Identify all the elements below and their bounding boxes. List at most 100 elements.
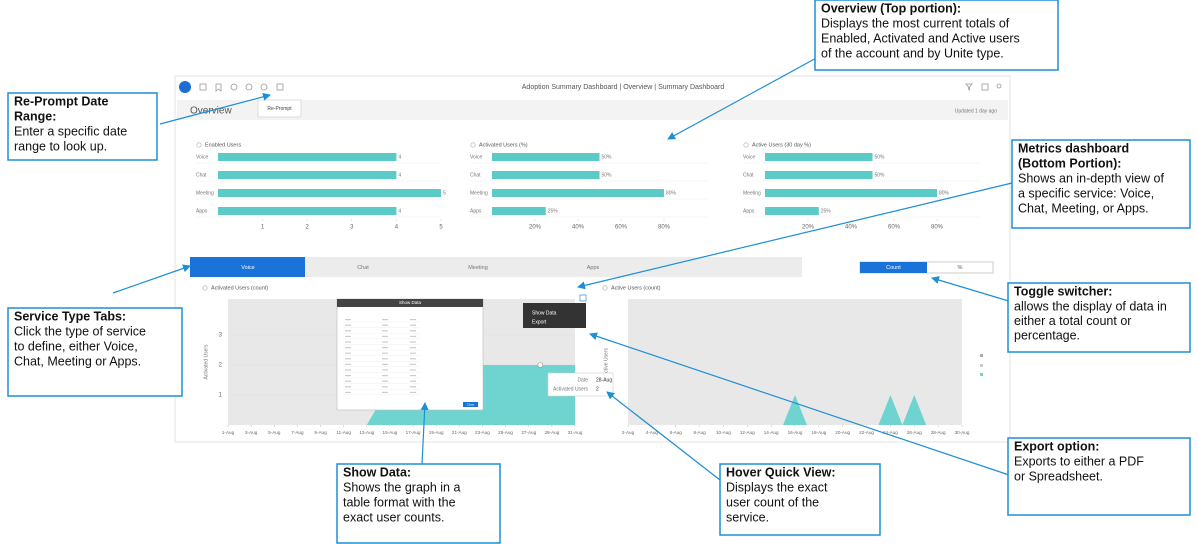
table-cell [382,324,388,326]
tab-label[interactable]: Meeting [468,265,488,271]
callout-title: Show Data: [343,465,411,479]
icon[interactable] [199,83,207,91]
callout-text: Chat, Meeting, or Apps. [1018,201,1149,215]
table-cell [345,319,351,321]
reprompt-label: Re-Prompt [267,106,292,112]
x-tick-label: 29-Aug [544,430,559,435]
callout-title: (Bottom Portion): [1018,156,1121,170]
category-label: Apps [743,208,755,214]
icon[interactable] [230,83,238,91]
toggle-label[interactable]: Count [886,265,901,271]
x-tick-label: 13-Aug [359,430,374,435]
callout-text: allows the display of data in [1014,299,1167,313]
table-cell [410,358,416,360]
callout-title: Re-Prompt Date [14,94,109,108]
table-cell [382,335,388,337]
callout-text: Chat, Meeting or Apps. [14,354,141,368]
bar [765,189,937,197]
table-cell [382,341,388,343]
table-cell [410,324,416,326]
value-label: 4 [398,208,401,214]
x-tick-label: 1-Aug [222,430,235,435]
callout-text: user count of the [726,495,819,509]
value-label: 25% [548,208,559,214]
menu-item[interactable]: Show Data [532,310,557,316]
chart-icon [602,285,608,291]
menu-item[interactable]: Export [532,319,547,325]
tab-label[interactable]: Apps [587,265,600,271]
callout-text: exact user counts. [343,510,444,524]
table-cell [345,352,351,354]
content: Adoption Summary Dashboard | Overview | … [190,84,997,435]
x-tick-label: 16-Aug [788,430,803,435]
x-tick-label: 60% [888,225,901,231]
menu-toggle[interactable] [579,294,587,302]
icon[interactable] [981,83,989,91]
icon[interactable] [965,83,973,91]
tab-bar [190,257,802,277]
table-cell [382,330,388,332]
table-cell [410,363,416,365]
table-cell [410,391,416,393]
table-cell [410,386,416,388]
icon[interactable] [245,83,253,91]
value-label: 50% [602,154,613,160]
popup [336,298,484,411]
table-cell [410,319,416,321]
x-tick-label: 25-Aug [498,430,513,435]
x-tick-label: 19-Aug [429,430,444,435]
table-cell [382,319,388,321]
y-tick-label: 3 [219,333,223,339]
table-cell [382,347,388,349]
table-cell [345,347,351,349]
popup-button-label[interactable]: Close [467,402,475,406]
table-cell [382,363,388,365]
callout-box [814,0,1059,71]
chart-title: Enabled Users [205,142,241,148]
callout-box [7,307,183,397]
active-tab[interactable] [190,257,305,277]
table-cell [410,375,416,377]
category-label: Voice [743,154,755,160]
tab-label[interactable]: Voice [241,265,254,271]
popup-title: Show Data [399,300,422,305]
value-label: 50% [875,154,886,160]
table-cell [345,341,351,343]
bar [218,171,397,179]
x-tick-label: 11-Aug [336,430,351,435]
arrow [577,182,1013,290]
toggle-active[interactable] [860,262,927,273]
bar [218,153,397,161]
icon[interactable] [215,83,222,92]
x-tick-label: 6-Aug [670,430,683,435]
popup-button[interactable] [463,402,478,407]
x-tick-label: 20-Aug [835,430,850,435]
category-label: Meeting [743,190,761,196]
x-tick-label: 20% [802,225,815,231]
x-tick-label: 23-Aug [475,430,490,435]
tab-label[interactable]: Chat [357,265,369,271]
bar [218,189,441,197]
x-tick-label: 26-Aug [907,430,922,435]
dashboard-title: Adoption Summary Dashboard | Overview | … [522,84,725,91]
table-cell [410,335,416,337]
app-logo[interactable] [179,81,191,93]
callout-title: Export option: [1014,439,1099,453]
callout-text: Displays the most current totals of [821,16,1010,30]
category-label: Meeting [470,190,488,196]
bar [765,207,819,215]
bar [492,171,600,179]
overview-title: Overview [190,106,232,117]
icon[interactable] [260,83,268,91]
callout-text: to define, either Voice, [14,339,138,353]
category-label: Chat [743,172,754,178]
legend-dot [980,354,983,357]
callout-text: or Spreadsheet. [1014,469,1103,483]
toggle-label[interactable]: % [958,265,963,271]
table-cell [345,363,351,365]
icon[interactable] [996,83,1002,89]
x-tick-label: 21-Aug [452,430,467,435]
chart-icon [196,142,202,148]
table-cell [345,375,351,377]
reprompt-icon[interactable] [276,83,284,91]
